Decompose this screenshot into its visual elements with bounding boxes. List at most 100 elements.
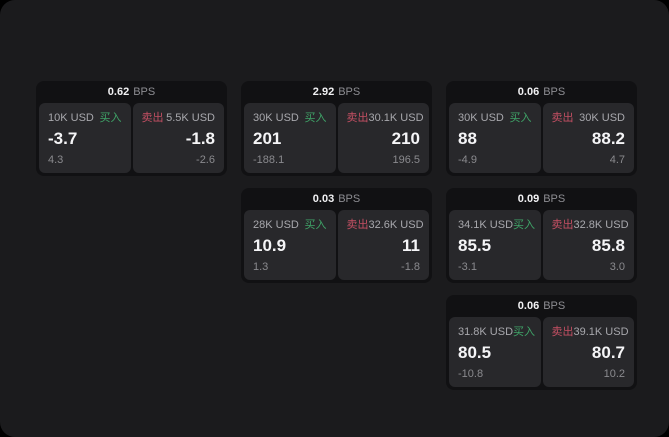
bps-header: 2.92 BPS <box>241 81 432 103</box>
bps-unit: BPS <box>338 193 361 205</box>
bps-header: 0.62 BPS <box>36 81 227 103</box>
quote-card: 0.06 BPS 30K USD 买入 88 -4.9 卖出 30K USD <box>446 81 637 176</box>
sell-price-value: 88.2 <box>591 129 625 149</box>
quote-card: 0.03 BPS 28K USD 买入 10.9 1.3 卖出 32.6K US… <box>241 188 432 283</box>
bps-header: 0.03 BPS <box>241 188 432 210</box>
buy-side-label: 买入 <box>99 112 122 124</box>
card-body: 28K USD 买入 10.9 1.3 卖出 32.6K USD 11 -1.8 <box>241 210 432 283</box>
sell-price-value: 11 <box>402 236 420 256</box>
buy-tile[interactable]: 30K USD 买入 201 -188.1 <box>244 103 336 173</box>
sell-delta-value: -1.8 <box>401 261 420 273</box>
buy-price-value: 201 <box>253 129 282 149</box>
sell-side-label: 卖出 <box>346 219 369 231</box>
sell-amount-label: 39.1K USD <box>573 326 629 338</box>
sell-tile-header: 卖出 5.5K USD <box>142 109 216 125</box>
sell-price-value: 85.8 <box>591 236 625 256</box>
bps-value: 0.06 <box>517 300 540 312</box>
sell-tile[interactable]: 卖出 5.5K USD -1.8 -2.6 <box>132 103 224 173</box>
buy-side-label: 买入 <box>304 219 327 231</box>
buy-delta-value: 1.3 <box>253 261 269 273</box>
sell-tile[interactable]: 卖出 30.1K USD 210 196.5 <box>337 103 429 173</box>
buy-tile-header: 34.1K USD 买入 <box>458 216 536 232</box>
card-body: 31.8K USD 买入 80.5 -10.8 卖出 39.1K USD 80.… <box>446 317 637 390</box>
bps-value: 0.62 <box>107 86 130 98</box>
bps-header: 0.06 BPS <box>446 295 637 317</box>
sell-delta-value: 3.0 <box>609 261 625 273</box>
quote-card: 0.06 BPS 31.8K USD 买入 80.5 -10.8 卖出 39.1… <box>446 295 637 390</box>
bps-value: 0.03 <box>312 193 335 205</box>
sell-tile-header: 卖出 32.6K USD <box>346 216 424 232</box>
bps-value: 0.06 <box>517 86 540 98</box>
sell-amount-label: 32.8K USD <box>573 219 629 231</box>
sell-tile-header: 卖出 30K USD <box>552 109 626 125</box>
buy-amount-label: 30K USD <box>458 112 504 124</box>
buy-tile-header: 28K USD 买入 <box>253 216 327 232</box>
buy-tile[interactable]: 10K USD 买入 -3.7 4.3 <box>39 103 131 173</box>
buy-tile[interactable]: 31.8K USD 买入 80.5 -10.8 <box>449 317 541 387</box>
buy-amount-label: 30K USD <box>253 112 299 124</box>
buy-tile[interactable]: 30K USD 买入 88 -4.9 <box>449 103 541 173</box>
sell-amount-label: 30.1K USD <box>368 112 424 124</box>
bps-unit: BPS <box>543 300 566 312</box>
sell-amount-label: 5.5K USD <box>166 112 215 124</box>
sell-price-value: 210 <box>391 129 420 149</box>
quote-card: 0.09 BPS 34.1K USD 买入 85.5 -3.1 卖出 32.8K… <box>446 188 637 283</box>
sell-tile[interactable]: 卖出 32.8K USD 85.8 3.0 <box>542 210 634 280</box>
buy-price-value: 85.5 <box>458 236 492 256</box>
buy-amount-label: 34.1K USD <box>458 219 514 231</box>
buy-amount-label: 10K USD <box>48 112 94 124</box>
buy-side-label: 买入 <box>509 112 532 124</box>
sell-price-value: 80.7 <box>591 343 625 363</box>
sell-amount-label: 32.6K USD <box>368 219 424 231</box>
buy-tile-header: 10K USD 买入 <box>48 109 122 125</box>
sell-side-label: 卖出 <box>346 112 369 124</box>
buy-price-value: 88 <box>458 129 477 149</box>
sell-price-value: -1.8 <box>185 129 215 149</box>
buy-price-value: 10.9 <box>253 236 287 256</box>
sell-tile[interactable]: 卖出 30K USD 88.2 4.7 <box>542 103 634 173</box>
sell-amount-label: 30K USD <box>579 112 625 124</box>
sell-tile-header: 卖出 39.1K USD <box>551 323 629 339</box>
quote-card-grid: 0.62 BPS 10K USD 买入 -3.7 4.3 卖出 5.5K USD <box>36 81 637 390</box>
buy-delta-value: -188.1 <box>253 154 285 166</box>
card-body: 30K USD 买入 88 -4.9 卖出 30K USD 88.2 4.7 <box>446 103 637 176</box>
sell-tile-header: 卖出 32.8K USD <box>551 216 629 232</box>
bps-header: 0.06 BPS <box>446 81 637 103</box>
bps-value: 2.92 <box>312 86 335 98</box>
sell-delta-value: 196.5 <box>392 154 420 166</box>
sell-tile-header: 卖出 30.1K USD <box>346 109 424 125</box>
buy-tile-header: 30K USD 买入 <box>253 109 327 125</box>
sell-side-label: 卖出 <box>551 326 574 338</box>
sell-side-label: 卖出 <box>141 112 164 124</box>
sell-delta-value: 4.7 <box>609 154 625 166</box>
sell-side-label: 卖出 <box>551 112 574 124</box>
buy-tile-header: 31.8K USD 买入 <box>458 323 536 339</box>
quote-card: 0.62 BPS 10K USD 买入 -3.7 4.3 卖出 5.5K USD <box>36 81 227 176</box>
buy-amount-label: 28K USD <box>253 219 299 231</box>
bps-value: 0.09 <box>517 193 540 205</box>
buy-delta-value: -10.8 <box>458 368 484 380</box>
buy-side-label: 买入 <box>304 112 327 124</box>
buy-amount-label: 31.8K USD <box>458 326 514 338</box>
quote-card: 2.92 BPS 30K USD 买入 201 -188.1 卖出 30.1K … <box>241 81 432 176</box>
card-body: 34.1K USD 买入 85.5 -3.1 卖出 32.8K USD 85.8… <box>446 210 637 283</box>
buy-tile[interactable]: 34.1K USD 买入 85.5 -3.1 <box>449 210 541 280</box>
sell-tile[interactable]: 卖出 32.6K USD 11 -1.8 <box>337 210 429 280</box>
sell-tile[interactable]: 卖出 39.1K USD 80.7 10.2 <box>542 317 634 387</box>
bps-unit: BPS <box>133 86 156 98</box>
buy-delta-value: 4.3 <box>48 154 64 166</box>
buy-side-label: 买入 <box>513 219 536 231</box>
bps-header: 0.09 BPS <box>446 188 637 210</box>
buy-side-label: 买入 <box>513 326 536 338</box>
bps-unit: BPS <box>543 193 566 205</box>
buy-price-value: -3.7 <box>48 129 78 149</box>
sell-side-label: 卖出 <box>551 219 574 231</box>
bps-unit: BPS <box>543 86 566 98</box>
sell-delta-value: -2.6 <box>196 154 215 166</box>
bps-unit: BPS <box>338 86 361 98</box>
card-body: 10K USD 买入 -3.7 4.3 卖出 5.5K USD -1.8 -2.… <box>36 103 227 176</box>
buy-price-value: 80.5 <box>458 343 492 363</box>
buy-delta-value: -3.1 <box>458 261 477 273</box>
buy-tile[interactable]: 28K USD 买入 10.9 1.3 <box>244 210 336 280</box>
